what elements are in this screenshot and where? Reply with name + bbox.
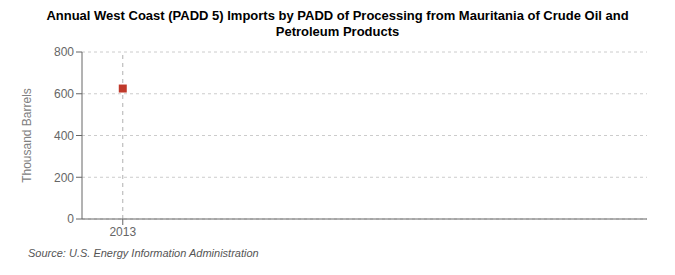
html-text:Annual West Coast (PADD 5) Imp: Annual West Coast (PADD 5) Imports by PA…: [46, 8, 629, 23]
svg-text:0: 0: [67, 212, 74, 226]
svg-text:800: 800: [54, 45, 74, 59]
svg-text:Thousand Barrels: Thousand Barrels: [20, 88, 34, 183]
svg-text:400: 400: [54, 129, 74, 143]
html-text:Source: U.S. Energy Informatio: Source: U.S. Energy Information Administ…: [28, 247, 259, 259]
html-text:Petroleum Products: Petroleum Products: [275, 24, 400, 39]
svg-text:600: 600: [54, 87, 74, 101]
svg-text:2013: 2013: [109, 225, 136, 239]
svg-text:200: 200: [54, 171, 74, 185]
